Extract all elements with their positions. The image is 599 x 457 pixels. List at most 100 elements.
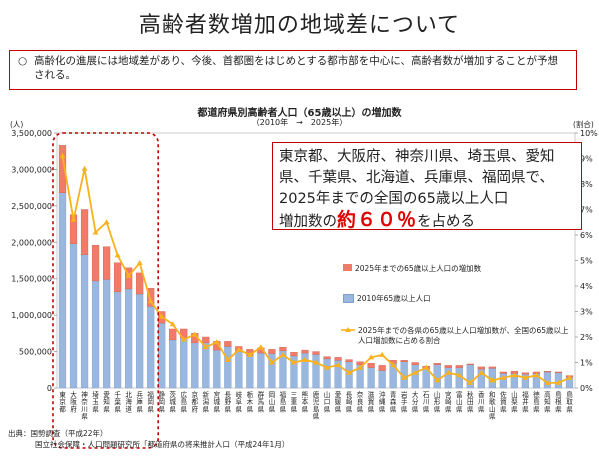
highlight-frame bbox=[52, 132, 159, 449]
y-right-tick-label: 0% bbox=[580, 384, 593, 393]
legend-increase-swatch bbox=[343, 264, 352, 271]
source-line-1: 出典：国勢調査（平成22年） bbox=[8, 429, 108, 438]
bar-increase bbox=[466, 363, 474, 365]
bar-base bbox=[345, 361, 353, 389]
ratio-point bbox=[125, 272, 132, 278]
legend-increase-label: 2025年までの65歳以上人口の増加数 bbox=[355, 264, 482, 273]
legend-ratio: 2025年までの各県の65歳以上人口増加数が、全国の65歳以上人口増加数に占める… bbox=[341, 326, 573, 346]
x-tick-label: 広島県 bbox=[180, 390, 187, 413]
x-tick-label: 福島県 bbox=[280, 390, 287, 413]
x-tick-label: 大阪府 bbox=[70, 390, 77, 413]
bar-increase bbox=[411, 362, 419, 365]
ratio-point bbox=[180, 336, 187, 342]
bar-base bbox=[367, 367, 375, 389]
bar-increase bbox=[290, 352, 298, 357]
ratio-point bbox=[246, 351, 253, 357]
x-tick-label: 愛知県 bbox=[103, 390, 110, 413]
ratio-point bbox=[357, 364, 364, 370]
bar-increase bbox=[114, 262, 122, 293]
ratio-point bbox=[279, 351, 286, 357]
ratio-point bbox=[335, 362, 342, 368]
x-tick-label: 青森県 bbox=[390, 390, 397, 413]
y-left-tick-label: 3,000,000 bbox=[11, 165, 52, 174]
x-tick-label: 奈良県 bbox=[357, 390, 364, 413]
x-tick-label: 滋賀県 bbox=[368, 390, 375, 413]
callout-text: 東京都、大阪府、神奈川県、埼玉県、愛知県、千葉県、北海道、兵庫県、福岡県で、20… bbox=[279, 149, 555, 207]
bar-base bbox=[323, 358, 331, 389]
ratio-point bbox=[434, 377, 441, 383]
bar-increase bbox=[334, 357, 342, 361]
x-tick-label: 石川県 bbox=[423, 391, 430, 413]
ratio-point bbox=[114, 252, 121, 258]
ratio-point bbox=[136, 260, 143, 266]
bar-base bbox=[213, 349, 221, 389]
bar-base bbox=[191, 342, 199, 389]
bar-increase bbox=[312, 351, 320, 355]
x-tick-label: 兵庫県 bbox=[136, 390, 143, 413]
bar-base bbox=[80, 254, 89, 389]
x-tick-label: 福井県 bbox=[522, 390, 529, 413]
bar-increase bbox=[136, 272, 144, 295]
x-tick-label: 新潟県 bbox=[202, 390, 209, 413]
x-tick-label: 熊本県 bbox=[302, 390, 309, 413]
bar-increase bbox=[202, 336, 210, 344]
x-tick-label: 三重県 bbox=[291, 391, 298, 413]
ratio-point bbox=[533, 372, 540, 378]
ratio-point bbox=[555, 379, 562, 385]
ratio-point bbox=[70, 216, 77, 222]
ratio-point bbox=[423, 364, 430, 370]
y-left-tick-label: 2,000,000 bbox=[11, 238, 52, 247]
ratio-point bbox=[103, 219, 110, 225]
bar-increase bbox=[323, 356, 331, 360]
bar-increase bbox=[433, 363, 441, 365]
x-tick-label: 北海道 bbox=[125, 391, 132, 413]
callout-prefix: 増加数の bbox=[279, 214, 337, 230]
y-right-tick-label: 7% bbox=[580, 206, 593, 215]
x-tick-label: 鳥取県 bbox=[566, 390, 573, 413]
bar-base bbox=[224, 346, 232, 389]
x-tick-label: 茨城県 bbox=[169, 390, 176, 413]
bar-increase bbox=[80, 209, 89, 255]
ratio-point bbox=[467, 379, 474, 385]
bar-increase bbox=[58, 145, 67, 193]
bar-base bbox=[169, 339, 177, 389]
x-tick-label: 島根県 bbox=[555, 390, 562, 413]
legend-ratio-label: 2025年までの各県の65歳以上人口増加数が、全国の65歳以上人口増加数に占める… bbox=[358, 326, 569, 345]
chart-subtitle: （2010年 → 2025年） bbox=[251, 118, 348, 127]
bar-increase bbox=[521, 372, 530, 375]
legend-increase: 2025年までの65歳以上人口の増加数 bbox=[343, 263, 573, 274]
y-right-tick-label: 4% bbox=[580, 282, 593, 291]
ratio-point bbox=[191, 331, 198, 337]
ratio-point bbox=[202, 344, 209, 350]
y-right-unit: (割合) bbox=[573, 119, 594, 129]
bar-increase bbox=[91, 244, 100, 282]
x-tick-label: 秋田県 bbox=[467, 390, 474, 413]
x-tick-label: 大分県 bbox=[412, 390, 419, 413]
ratio-point bbox=[566, 374, 573, 380]
bar-increase bbox=[455, 365, 463, 368]
bar-base bbox=[180, 337, 188, 389]
ratio-point bbox=[500, 374, 507, 380]
x-tick-label: 神奈川県 bbox=[81, 390, 88, 421]
legend-base-label: 2010年65歳以上人口 bbox=[357, 294, 431, 303]
x-tick-label: 高知県 bbox=[544, 390, 551, 413]
bar-increase bbox=[279, 347, 287, 352]
x-tick-label: 沖縄県 bbox=[379, 390, 386, 413]
ratio-point bbox=[456, 372, 463, 378]
ratio-point bbox=[401, 374, 408, 380]
bar-increase bbox=[169, 328, 177, 341]
bar-increase bbox=[444, 365, 452, 368]
source-line-2: 国立社会保障・人口問題研究所「都道府県の将来推計人口（平成24年1月） bbox=[35, 440, 290, 449]
bar-base bbox=[58, 192, 67, 389]
x-tick-label: 長野県 bbox=[225, 391, 232, 413]
x-tick-label: 東京都 bbox=[59, 390, 66, 413]
callout-suffix: を占める bbox=[417, 214, 476, 230]
y-right-tick-label: 3% bbox=[580, 308, 593, 317]
bar-increase bbox=[543, 371, 552, 373]
ratio-point bbox=[290, 359, 297, 365]
bar-increase bbox=[268, 349, 276, 354]
x-tick-label: 静岡県 bbox=[158, 390, 165, 413]
bar-base bbox=[102, 279, 111, 389]
bar-increase bbox=[499, 371, 507, 374]
ratio-point bbox=[412, 369, 419, 375]
